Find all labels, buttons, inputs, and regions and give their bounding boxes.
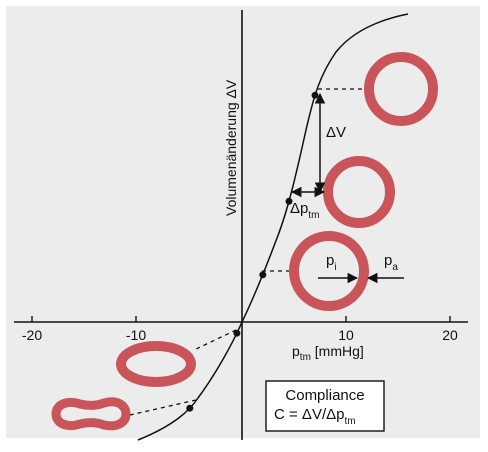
- delta-v-label: ΔV: [326, 124, 346, 141]
- x-tick-label: -10: [126, 327, 146, 343]
- compliance-curve: [137, 13, 409, 441]
- x-tick-label: 20: [442, 327, 458, 343]
- pi-label: pi: [326, 252, 337, 273]
- vessel-ellipse-flattened: [116, 341, 196, 387]
- x-tick-label: -20: [22, 327, 42, 343]
- curve-point: [311, 91, 319, 99]
- curve-point: [259, 271, 267, 279]
- delta-ptm-label: Δptm: [290, 200, 319, 221]
- pa-label: pa: [384, 252, 398, 273]
- curve-point: [285, 197, 293, 205]
- leader-line: [129, 399, 197, 416]
- x-axis-title: ptm [mmHg]: [292, 343, 364, 363]
- y-axis-title: Volumenänderung ΔV: [223, 79, 239, 216]
- compliance-box: [265, 380, 385, 432]
- vessel-circle-medium: [323, 156, 395, 228]
- panel-background: [6, 6, 480, 438]
- curve-point: [233, 329, 241, 337]
- curve-point: [186, 404, 194, 412]
- compliance-title: Compliance: [285, 387, 364, 404]
- compliance-formula: C = ΔV/Δptm: [274, 406, 356, 427]
- vessel-circle-small: [289, 231, 369, 311]
- x-tick-label: 10: [338, 327, 354, 343]
- vessel-circle-large: [364, 52, 438, 126]
- vessel-dumbbell-collapsed: [51, 397, 131, 431]
